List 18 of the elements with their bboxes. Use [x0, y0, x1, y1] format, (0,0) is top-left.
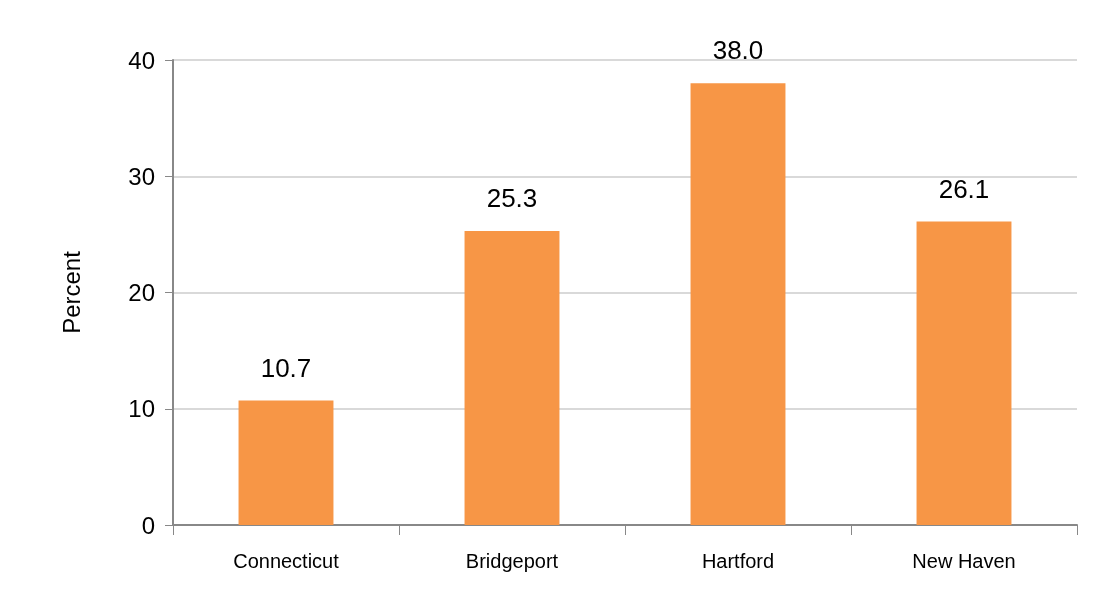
bar: [916, 221, 1012, 525]
data-label: 10.7: [260, 352, 312, 383]
y-tick-label: 40: [128, 46, 155, 74]
bar: [690, 83, 786, 525]
data-label: 26.1: [938, 173, 990, 204]
data-label: 25.3: [486, 182, 538, 213]
x-tick-label: Hartford: [701, 550, 775, 572]
bar: [464, 230, 560, 525]
y-tick-label: 0: [141, 511, 155, 539]
bar: [238, 400, 334, 525]
x-tick-label: Bridgeport: [465, 550, 559, 572]
x-tick-label: New Haven: [912, 550, 1016, 572]
y-tick-label: 30: [128, 162, 155, 190]
y-tick-label: 10: [128, 395, 155, 423]
y-tick-label: 20: [128, 279, 155, 306]
y-axis-title: Percent: [57, 250, 85, 334]
data-label: 38.0: [712, 35, 764, 66]
x-tick-label: Connecticut: [233, 550, 340, 572]
